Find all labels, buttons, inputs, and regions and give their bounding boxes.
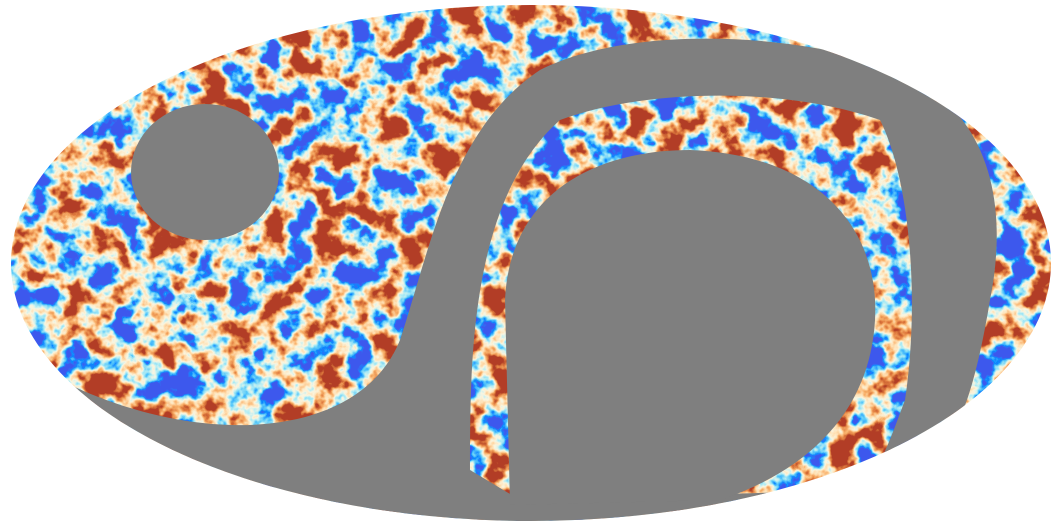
- mask-left-blob: [131, 104, 279, 240]
- sky-map: [0, 0, 1051, 526]
- map-disk: [0, 0, 1051, 526]
- page: [0, 0, 1051, 526]
